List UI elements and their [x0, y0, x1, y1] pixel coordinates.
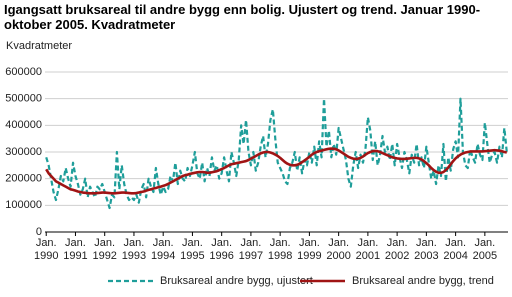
y-tick-label: 500000 [5, 93, 42, 105]
x-tick-label: Jan. 1992 [92, 237, 116, 262]
y-tick-label: 100000 [5, 199, 42, 211]
legend-label: Bruksareal andre bygg, ujustert [160, 275, 313, 287]
x-tick-label: Jan. 2000 [326, 237, 350, 262]
series-line [45, 97, 508, 210]
x-tick-label: Jan. 1991 [63, 237, 87, 262]
x-tick-label: Jan. 1996 [209, 237, 233, 262]
x-tick-label: Jan. 1994 [151, 237, 175, 262]
x-tick-label: Jan. 1998 [268, 237, 292, 262]
y-tick-label: 400000 [5, 119, 42, 131]
y-axis-label: Kvadratmeter [6, 40, 72, 52]
x-tick-label: Jan. 1993 [122, 237, 146, 262]
x-tick-label: Jan. 2002 [385, 237, 409, 262]
y-tick-label: 200000 [5, 173, 42, 185]
y-tick-label: 600000 [5, 66, 42, 78]
x-tick-label: Jan. 2003 [414, 237, 438, 262]
x-tick-label: Jan. 1999 [297, 237, 321, 262]
chart-title: Igangsatt bruksareal til andre bygg enn … [4, 2, 481, 32]
y-tick-label: 300000 [5, 146, 42, 158]
x-tick-label: Jan. 2001 [356, 237, 380, 262]
legend-label: Bruksareal andre bygg, trend [352, 275, 494, 287]
x-tick-label: Jan. 2005 [473, 237, 497, 262]
x-tick-label: Jan. 1995 [180, 237, 204, 262]
x-tick-label: Jan. 1997 [239, 237, 263, 262]
series-line [45, 147, 508, 195]
x-tick-label: Jan. 2004 [443, 237, 467, 262]
x-tick-label: Jan. 1990 [34, 237, 58, 262]
y-tick-label: 0 [36, 226, 42, 238]
